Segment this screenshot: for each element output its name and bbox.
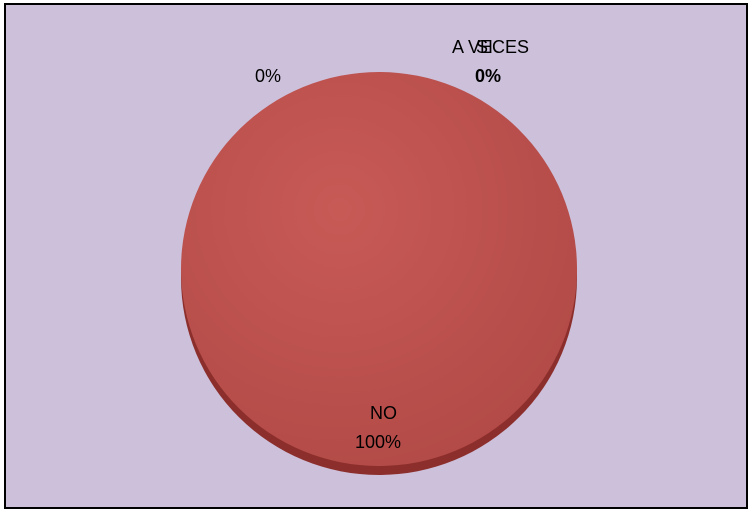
- label-category-a-veces: A VECES: [452, 37, 529, 57]
- chart-frame: A VECES SI 0% 0% NO 100%: [4, 3, 748, 509]
- pie-slice-no: [181, 72, 577, 466]
- label-category-no: NO: [370, 403, 397, 423]
- label-percent-no: 100%: [355, 432, 401, 452]
- pie-chart: A VECES SI 0% 0% NO 100%: [6, 5, 746, 507]
- label-percent-si: 0%: [475, 66, 501, 86]
- label-category-si: SI: [476, 37, 493, 57]
- label-percent-a-veces: 0%: [255, 66, 281, 86]
